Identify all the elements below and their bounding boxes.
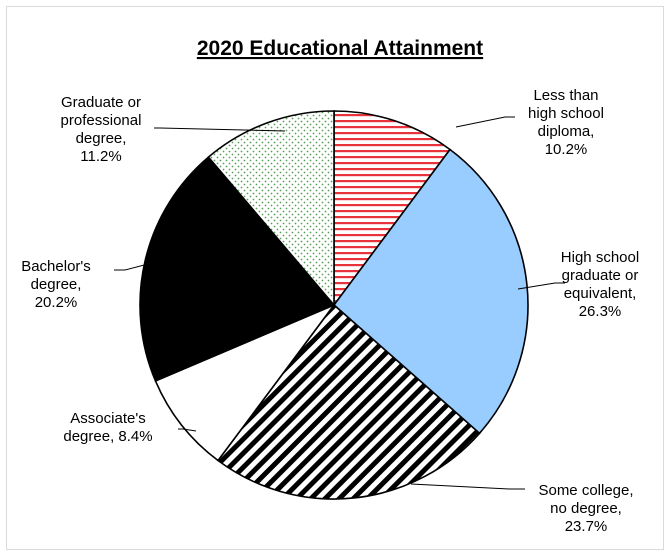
leader-line-2	[517, 282, 565, 290]
chart-title: 2020 Educational Attainment	[197, 37, 483, 60]
leader-line-1	[455, 116, 515, 128]
leader-lines	[114, 116, 565, 490]
leader-line-3	[410, 483, 525, 490]
slice-label-line: 10.2%	[545, 141, 588, 158]
slice-label-line: Graduate or	[61, 94, 141, 111]
slice-label-line: high school	[528, 105, 604, 122]
slice-label-5: Bachelor's degree, 20.2%	[21, 258, 91, 311]
slice-label-line: 23.7%	[565, 518, 608, 535]
slice-label-1: Less than high school diploma, 10.2%	[528, 87, 604, 158]
slice-label-line: no degree,	[550, 500, 622, 517]
slice-label-line: degree,	[31, 276, 82, 293]
slice-label-line: 26.3%	[579, 303, 622, 320]
pie-slice-1	[333, 110, 452, 308]
leader-line-4	[178, 428, 197, 432]
slice-label-line: Less than	[533, 87, 598, 104]
pie-slice-5	[139, 155, 336, 382]
slice-label-line: 20.2%	[35, 294, 78, 311]
slice-label-line: degree,	[76, 130, 127, 147]
slice-label-line: diploma,	[538, 123, 595, 140]
leader-line-6	[154, 127, 286, 132]
slice-labels: Less than high school diploma, 10.2% High sc…	[21, 87, 639, 535]
pie-slice-6	[207, 110, 335, 308]
slice-label-line: professional	[61, 112, 142, 129]
pie-slice-4	[154, 303, 337, 462]
slice-label-line: equivalent,	[564, 285, 637, 302]
slice-label-line: 11.2%	[80, 148, 121, 165]
slice-label-line: graduate or	[562, 267, 639, 284]
leader-line-5	[114, 263, 149, 271]
pie-slice-2	[332, 148, 529, 435]
slice-label-line: Associate's	[70, 410, 145, 427]
slice-label-6: Graduate or professional degree, 11.2%	[61, 94, 142, 165]
pie-slices	[139, 110, 529, 500]
slice-label-2: High school graduate or equivalent, 26.3%	[561, 249, 639, 320]
slice-label-4: Associate's degree, 8.4%	[63, 410, 152, 445]
slice-label-line: Some college,	[538, 482, 633, 499]
slice-label-3: Some college, no degree, 23.7%	[538, 482, 633, 535]
slice-label-line: High school	[561, 249, 639, 266]
slice-label-line: degree, 8.4%	[63, 428, 152, 445]
slice-label-line: Bachelor's	[21, 258, 91, 275]
pie-slice-3	[216, 303, 481, 500]
